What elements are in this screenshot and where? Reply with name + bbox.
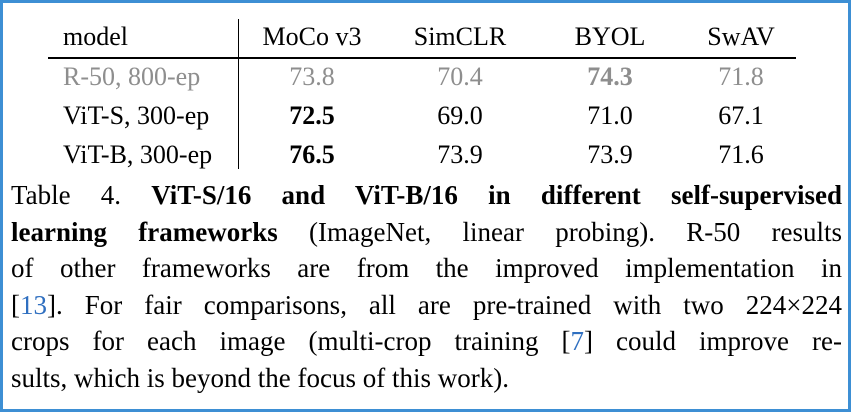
- table-cell: 73.9: [437, 140, 483, 169]
- caption-label: Table 4.: [11, 180, 122, 210]
- table-cell: 73.8: [289, 62, 335, 91]
- header-rule: [48, 57, 796, 59]
- table-cell: 69.0: [437, 101, 483, 130]
- header-swav: SwAV: [707, 22, 775, 51]
- citation-link[interactable]: 7: [570, 326, 584, 356]
- table-cell: 73.9: [587, 140, 633, 169]
- table-cell-best: 72.5: [289, 101, 335, 130]
- row-model-label: R-50, 800-ep: [63, 62, 201, 91]
- table-row: ViT-S, 300-ep 72.5 69.0 71.0 67.1: [48, 96, 796, 135]
- table-cell-best: 74.3: [587, 62, 633, 91]
- citation-link[interactable]: 13: [20, 289, 47, 320]
- table-cell: 71.6: [718, 140, 764, 169]
- table-cell: 71.8: [718, 62, 764, 91]
- caption-text: For fair comparisons, all are pre-traine…: [84, 289, 842, 320]
- caption-line: Table 4. ViT-S/16 and ViT-B/16 in differ…: [11, 177, 842, 214]
- table-cell: 71.0: [587, 101, 633, 130]
- row-model-label: ViT-S, 300-ep: [63, 101, 210, 130]
- ref-bracket: [: [11, 289, 20, 320]
- ref-bracket: [: [561, 326, 571, 356]
- results-table: model MoCo v3 SimCLR BYOL SwAV R-50, 800…: [48, 19, 796, 174]
- caption-text: sults, which is beyond the focus of this…: [11, 362, 509, 393]
- table-cell: 67.1: [718, 101, 764, 130]
- caption-line: crops for each image (multi-crop trainin…: [11, 323, 842, 360]
- column-divider: [238, 19, 239, 169]
- caption-line: learning frameworks (ImageNet, linear pr…: [11, 214, 842, 251]
- table-cell-best: 76.5: [289, 140, 335, 169]
- caption-text: (ImageNet, linear probing). R-50 results: [309, 216, 843, 247]
- caption-line: sults, which is beyond the focus of this…: [11, 360, 842, 397]
- row-model-label: ViT-B, 300-ep: [63, 140, 213, 169]
- header-model: model: [63, 22, 128, 51]
- table-row: ViT-B, 300-ep 76.5 73.9 73.9 71.6: [48, 135, 796, 174]
- table-caption: Table 4. ViT-S/16 and ViT-B/16 in differ…: [11, 177, 842, 396]
- table-row: R-50, 800-ep 73.8 70.4 74.3 71.8: [48, 57, 796, 96]
- ref-bracket: ]: [583, 326, 593, 356]
- ref-bracket: ].: [47, 289, 63, 320]
- table-header-row: model MoCo v3 SimCLR BYOL SwAV: [48, 19, 796, 57]
- caption-title-cont: learning frameworks: [11, 216, 278, 247]
- caption-text: of other frameworks are from the improve…: [11, 253, 842, 283]
- header-byol: BYOL: [574, 22, 646, 51]
- caption-title: ViT-S/16 and ViT-B/16 in different self-…: [151, 180, 843, 210]
- caption-line: of other frameworks are from the improve…: [11, 250, 842, 287]
- caption-line: [13]. For fair comparisons, all are pre-…: [11, 287, 842, 324]
- header-simclr: SimCLR: [413, 22, 507, 51]
- table-cell: 70.4: [437, 62, 483, 91]
- header-moco-v3: MoCo v3: [262, 22, 362, 51]
- caption-text: crops for each image (multi-crop trainin…: [11, 326, 539, 356]
- caption-text: could improve re-: [616, 326, 842, 356]
